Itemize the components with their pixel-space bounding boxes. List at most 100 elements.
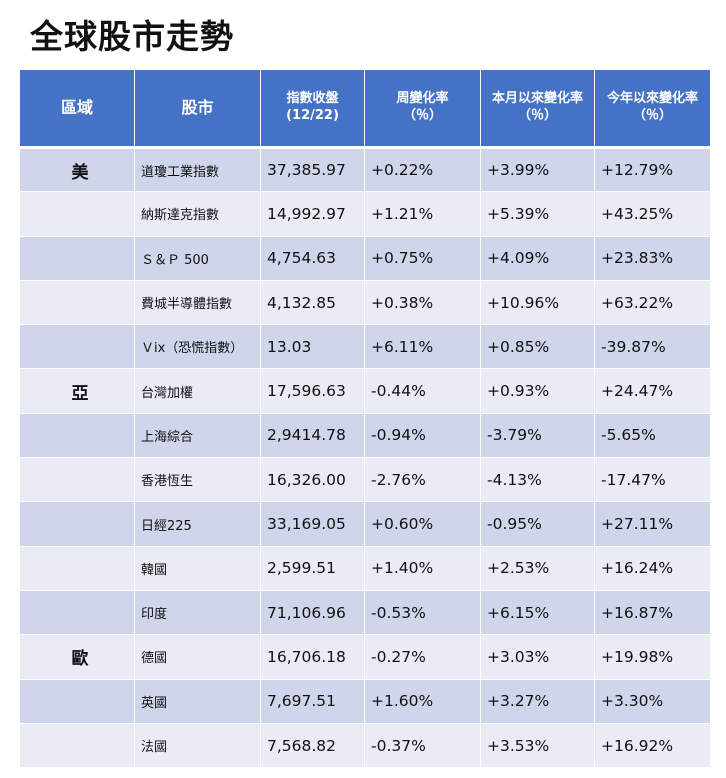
close-value-cell: 2,599.51 xyxy=(260,545,365,591)
week-change-cell: -2.76% xyxy=(364,457,481,503)
market-name-cell: 德國 xyxy=(134,634,261,680)
week-change-cell: +6.11% xyxy=(364,324,481,370)
ytd-change-cell: -39.87% xyxy=(594,324,711,370)
week-change-cell: +1.21% xyxy=(364,191,481,237)
market-name-cell: 納斯達克指數 xyxy=(134,191,261,237)
week-change-cell: -0.37% xyxy=(364,722,481,769)
page-title: 全球股市走勢 xyxy=(30,17,234,56)
table-row: 香港恆生 16,326.00 -2.76% -4.13% -17.47% xyxy=(19,457,711,503)
ytd-change-cell: -17.47% xyxy=(594,457,711,503)
market-name-cell: 香港恆生 xyxy=(134,457,261,503)
market-name-cell: 韓國 xyxy=(134,545,261,591)
week-change-cell: +0.60% xyxy=(364,501,481,547)
close-value-cell: 7,697.51 xyxy=(260,678,365,724)
market-name-cell: 費城半導體指數 xyxy=(134,279,261,326)
region-cell xyxy=(19,722,135,769)
ytd-change-cell: +16.24% xyxy=(594,545,711,591)
month-change-cell: +3.53% xyxy=(480,722,595,769)
region-cell xyxy=(19,279,135,326)
table-row: 印度 71,106.96 -0.53% +6.15% +16.87% xyxy=(19,589,711,636)
ytd-change-cell: +3.30% xyxy=(594,678,711,724)
week-change-cell: +0.75% xyxy=(364,235,481,281)
table-row: 費城半導體指數 4,132.85 +0.38% +10.96% +63.22% xyxy=(19,279,711,326)
header-week-change: 周變化率 （％） xyxy=(364,69,481,149)
market-name-cell: 法國 xyxy=(134,722,261,769)
table-row: 納斯達克指數 14,992.97 +1.21% +5.39% +43.25% xyxy=(19,191,711,237)
ytd-change-cell: +12.79% xyxy=(594,146,711,193)
market-table: 區域 股市 指數收盤 (12/22) 周變化率 （％） 本月以來變化率 （％） 今年以… xyxy=(19,69,711,769)
month-change-cell: +5.39% xyxy=(480,191,595,237)
region-cell xyxy=(19,545,135,591)
region-cell xyxy=(19,501,135,547)
table-row: 亞台灣加權 17,596.63 -0.44% +0.93% +24.47% xyxy=(19,368,711,414)
market-name-cell: Ｓ＆Ｐ 500 xyxy=(134,235,261,281)
market-name-cell: 台灣加權 xyxy=(134,368,261,414)
region-cell xyxy=(19,589,135,636)
week-change-cell: +0.38% xyxy=(364,279,481,326)
close-value-cell: 4,132.85 xyxy=(260,279,365,326)
market-name-cell: 英國 xyxy=(134,678,261,724)
region-cell xyxy=(19,235,135,281)
ytd-change-cell: +19.98% xyxy=(594,634,711,680)
month-change-cell: +2.53% xyxy=(480,545,595,591)
month-change-cell: +0.85% xyxy=(480,324,595,370)
close-value-cell: 4,754.63 xyxy=(260,235,365,281)
region-cell xyxy=(19,191,135,237)
table-row: Ｓ＆Ｐ 500 4,754.63 +0.75% +4.09% +23.83% xyxy=(19,235,711,281)
week-change-cell: -0.94% xyxy=(364,412,481,459)
week-change-cell: +1.60% xyxy=(364,678,481,724)
close-value-cell: 7,568.82 xyxy=(260,722,365,769)
table-body: 美道瓊工業指數 37,385.97 +0.22% +3.99% +12.79% 納斯達克指… xyxy=(19,146,711,769)
close-value-cell: 14,992.97 xyxy=(260,191,365,237)
ytd-change-cell: +16.87% xyxy=(594,589,711,636)
month-change-cell: +0.93% xyxy=(480,368,595,414)
header-ytd-change: 今年以來變化率 （％） xyxy=(594,69,711,149)
week-change-cell: -0.53% xyxy=(364,589,481,636)
close-value-cell: 17,596.63 xyxy=(260,368,365,414)
header-close: 指數收盤 (12/22) xyxy=(260,69,365,149)
close-value-cell: 71,106.96 xyxy=(260,589,365,636)
table-row: 上海綜合 2,9414.78 -0.94% -3.79% -5.65% xyxy=(19,412,711,459)
close-value-cell: 37,385.97 xyxy=(260,146,365,193)
table-row: 韓國 2,599.51 +1.40% +2.53% +16.24% xyxy=(19,545,711,591)
month-change-cell: +3.27% xyxy=(480,678,595,724)
market-name-cell: Ｖix（恐慌指數） xyxy=(134,324,261,370)
month-change-cell: +4.09% xyxy=(480,235,595,281)
close-value-cell: 2,9414.78 xyxy=(260,412,365,459)
ytd-change-cell: -5.65% xyxy=(594,412,711,459)
region-cell xyxy=(19,324,135,370)
market-name-cell: 上海綜合 xyxy=(134,412,261,459)
ytd-change-cell: +23.83% xyxy=(594,235,711,281)
table-row: 日經225 33,169.05 +0.60% -0.95% +27.11% xyxy=(19,501,711,547)
close-value-cell: 16,706.18 xyxy=(260,634,365,680)
market-name-cell: 道瓊工業指數 xyxy=(134,146,261,193)
month-change-cell: +6.15% xyxy=(480,589,595,636)
region-cell: 美 xyxy=(19,146,135,193)
header-region: 區域 xyxy=(19,69,135,149)
region-cell xyxy=(19,678,135,724)
table-row: 歐德國 16,706.18 -0.27% +3.03% +19.98% xyxy=(19,634,711,680)
header-market: 股市 xyxy=(134,69,261,149)
region-cell xyxy=(19,412,135,459)
month-change-cell: +10.96% xyxy=(480,279,595,326)
close-value-cell: 33,169.05 xyxy=(260,501,365,547)
ytd-change-cell: +27.11% xyxy=(594,501,711,547)
header-month-change: 本月以來變化率 （％） xyxy=(480,69,595,149)
month-change-cell: +3.03% xyxy=(480,634,595,680)
week-change-cell: -0.27% xyxy=(364,634,481,680)
table-header-row: 區域 股市 指數收盤 (12/22) 周變化率 （％） 本月以來變化率 （％） 今年以… xyxy=(19,69,711,149)
week-change-cell: +1.40% xyxy=(364,545,481,591)
ytd-change-cell: +63.22% xyxy=(594,279,711,326)
month-change-cell: -3.79% xyxy=(480,412,595,459)
market-name-cell: 印度 xyxy=(134,589,261,636)
ytd-change-cell: +24.47% xyxy=(594,368,711,414)
close-value-cell: 16,326.00 xyxy=(260,457,365,503)
table-row: 英國 7,697.51 +1.60% +3.27% +3.30% xyxy=(19,678,711,724)
region-cell: 歐 xyxy=(19,634,135,680)
region-cell xyxy=(19,457,135,503)
ytd-change-cell: +16.92% xyxy=(594,722,711,769)
week-change-cell: -0.44% xyxy=(364,368,481,414)
month-change-cell: +3.99% xyxy=(480,146,595,193)
month-change-cell: -0.95% xyxy=(480,501,595,547)
close-value-cell: 13.03 xyxy=(260,324,365,370)
